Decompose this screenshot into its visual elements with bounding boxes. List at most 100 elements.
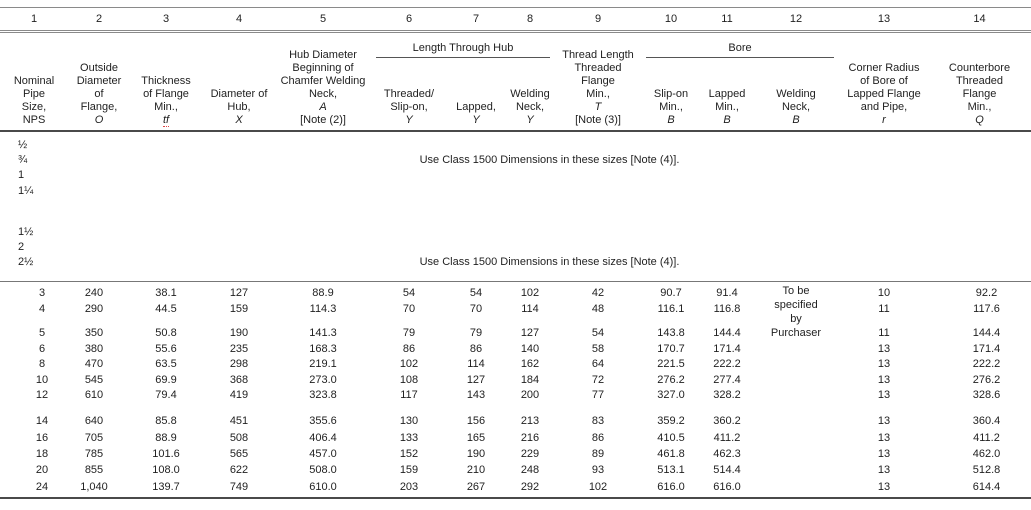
column-number: 10 <box>664 13 678 25</box>
header-line: Nominal <box>13 75 55 87</box>
header-symbol: Y <box>526 114 534 126</box>
purchaser-note-line: Purchaser <box>770 327 822 340</box>
cell: 10 <box>877 287 891 300</box>
cell: 328.6 <box>972 389 1001 402</box>
nps-size: 2 <box>18 241 25 254</box>
cell: 159 <box>399 464 419 477</box>
cell: 11 <box>878 327 890 340</box>
header-line: Outside <box>80 62 118 74</box>
header-group-columns: Threaded/Slip-on, Y Lapped, Y Welding Neck, Y <box>370 58 556 127</box>
cell: 90.7 <box>660 287 682 300</box>
header-line: Lapped, <box>456 101 496 113</box>
column-header: Slip-on Min., B <box>640 88 702 127</box>
cell: 462.0 <box>972 447 1001 460</box>
column-number: 4 <box>235 13 243 25</box>
header-line: Min., <box>715 101 739 113</box>
header-line: Corner Radius <box>848 62 920 74</box>
header-line: Diameter of <box>210 88 268 100</box>
cell: 749 <box>229 480 249 493</box>
cell: 54 <box>469 287 483 300</box>
cell: 13 <box>877 431 891 444</box>
table-row: 12 610 79.4 419 323.8 117 143 200 77 327.0 328.2 13… <box>0 387 1031 403</box>
cell: 127 <box>520 327 540 340</box>
table-top-rule <box>0 7 1031 8</box>
nps-sizes: ½ ¾ 1 1¼ <box>0 138 68 199</box>
table-row: 3 240 38.1 127 88.9 54 54 102 42 90.7 91.4 10 92.2 <box>0 285 1031 301</box>
cell: 514.4 <box>713 464 741 477</box>
column-number: 8 <box>526 13 534 25</box>
cell: 248 <box>520 464 540 477</box>
column-number: 6 <box>405 13 413 25</box>
cell: 190 <box>229 327 249 340</box>
cell: 79 <box>469 327 483 340</box>
purchaser-note: To be specified by Purchaser <box>752 284 840 340</box>
column-number: 13 <box>877 13 891 25</box>
cell: 117.6 <box>973 302 1000 315</box>
header-line: Neck, <box>515 101 545 113</box>
note-area: Use Class 1500 Dimensions in these sizes… <box>68 138 1031 199</box>
header-line: Neck, <box>781 101 811 113</box>
cell: 222.2 <box>713 358 741 371</box>
nps-size: 1 <box>18 169 25 182</box>
header-symbol-line: O <box>68 114 130 127</box>
header-line: Size, <box>21 101 47 113</box>
cell: 54 <box>591 327 605 340</box>
cell: 86 <box>469 342 483 355</box>
cell: 102 <box>520 287 540 300</box>
cell: 545 <box>84 373 104 386</box>
cell: 108.0 <box>152 464 180 477</box>
header-line: Neck, <box>308 88 338 100</box>
cell: 277.4 <box>713 373 741 386</box>
cell: 292 <box>520 480 540 493</box>
header-symbol-line: r <box>840 114 928 127</box>
cell: 1,040 <box>80 480 108 493</box>
cell: 13 <box>877 342 891 355</box>
header-line: Min., <box>659 101 683 113</box>
header-line: Hub, <box>227 101 251 113</box>
header-symbol: T <box>594 101 602 113</box>
table-row: 14 640 85.8 451 355.6 130 156 213 83 359.2 360.2 13… <box>0 413 1031 429</box>
cell: 16 <box>35 431 49 444</box>
cell: 156 <box>466 415 486 428</box>
cell: 77 <box>591 389 605 402</box>
cell: 610 <box>84 389 104 402</box>
header-symbol-line: B <box>640 114 702 127</box>
table-row: 24 1,040 139.7 749 610.0 203 267 292 102 616.0 616… <box>0 478 1031 494</box>
cell: 203 <box>399 480 419 493</box>
cell: 143.8 <box>657 327 685 340</box>
cell: 411.2 <box>713 431 741 444</box>
header-note: [Note (2)] <box>300 114 346 126</box>
column-header: Threaded/Slip-on, Y <box>370 88 448 127</box>
column-header: Nominal Pipe Size, NPS <box>0 75 68 127</box>
cell: 86 <box>402 342 416 355</box>
column-number: 5 <box>319 13 327 25</box>
cell: 410.5 <box>657 431 685 444</box>
header-line: Min., <box>154 101 178 113</box>
header-symbol: Y <box>472 114 480 126</box>
class-note-section: ½ ¾ 1 1¼ Use Class 1500 Dimensions in these … <box>0 132 1031 199</box>
cell: 101.6 <box>152 447 180 460</box>
cell: 411.2 <box>973 431 1000 444</box>
header-symbol-line: T <box>556 101 640 114</box>
header-symbol-line: Y <box>370 114 448 127</box>
cell: 114 <box>467 358 485 371</box>
class-note-section: 1½ 2 2½ Use Class 1500 Dimensions in these … <box>0 199 1031 282</box>
cell: 83 <box>591 415 605 428</box>
cell: 213 <box>520 415 540 428</box>
cell: 141.3 <box>309 327 337 340</box>
cell: 267 <box>466 480 486 493</box>
column-header: Lapped, Y <box>448 101 504 127</box>
cell: 406.4 <box>309 431 337 444</box>
table-row: 10 545 69.9 368 273.0 108 127 184 72 276.2 277.4 13… <box>0 372 1031 388</box>
cell: 63.5 <box>155 358 177 371</box>
cell: 184 <box>520 373 540 386</box>
column-number: 3 <box>162 13 170 25</box>
cell: 622 <box>229 464 249 477</box>
cell: 3 <box>38 287 46 300</box>
cell: 13 <box>877 358 891 371</box>
cell: 91.4 <box>716 287 738 300</box>
header-group-columns: Slip-on Min., B Lapped Min., B Welding Neck, B <box>640 58 840 127</box>
cell: 457.0 <box>309 447 337 460</box>
cell: 13 <box>877 415 891 428</box>
header-symbol-line: X <box>202 114 276 127</box>
